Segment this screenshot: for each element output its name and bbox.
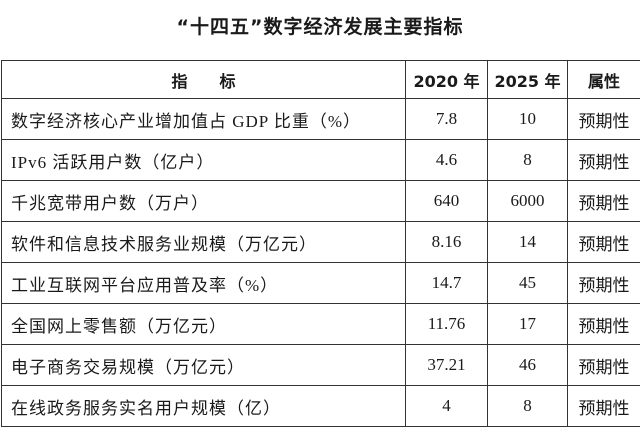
table-cell: 37.21 [405,344,488,386]
header-cell: 2020 年 [405,60,488,99]
table-cell: 预期性 [567,180,640,222]
header-row: 指 标 2020 年 2025 年属性 [1,60,640,99]
table-row: 在线政务服务实名用户规模（亿） 4 8 预期性 [1,385,640,427]
table-cell: 14.7 [405,262,488,304]
table-cell: 预期性 [567,262,640,304]
table-cell: 14 [487,221,568,263]
table-cell: 640 [405,180,488,222]
table-cell: 预期性 [567,385,640,427]
table-row: 软件和信息技术服务业规模（万亿元） 8.16 14 预期性 [1,221,640,263]
table-cell: 4.6 [405,139,488,181]
indicator-name: 千兆宽带用户数（万户） [1,180,406,222]
table-cell: 46 [487,344,568,386]
table-cell: 8.16 [405,221,488,263]
indicator-name: 软件和信息技术服务业规模（万亿元） [1,221,406,263]
table-cell: 11.76 [405,303,488,345]
table-row: 数字经济核心产业增加值占 GDP 比重（%） 7.8 10 预期性 [1,98,640,140]
indicator-name: IPv6 活跃用户数（亿户） [1,139,406,181]
table-row: 千兆宽带用户数（万户） 640 6000 预期性 [1,180,640,222]
header-cell: 2025 年 [487,60,568,99]
table-cell: 8 [487,385,568,427]
indicator-name: 工业互联网平台应用普及率（%） [1,262,406,304]
table-cell: 6000 [487,180,568,222]
table-cell: 预期性 [567,139,640,181]
table-cell: 预期性 [567,344,640,386]
title: “十四五”数字经济发展主要指标 [176,16,464,38]
table-cell: 4 [405,385,488,427]
table-cell: 预期性 [567,98,640,140]
table-cell: 预期性 [567,303,640,345]
header-cell: 属性 [567,60,640,99]
table-row: 工业互联网平台应用普及率（%） 14.7 45 预期性 [1,262,640,304]
table-cell: 预期性 [567,221,640,263]
indicator-name: 全国网上零售额（万亿元） [1,303,406,345]
table-cell: 17 [487,303,568,345]
header-cell: 指 标 [1,60,406,99]
table-row: IPv6 活跃用户数（亿户） 4.6 8 预期性 [1,139,640,181]
table-cell: 8 [487,139,568,181]
table-row: 全国网上零售额（万亿元） 11.76 17 预期性 [1,303,640,345]
table-body: 数字经济核心产业增加值占 GDP 比重（%） 7.8 10 预期性 IPv6 活跃用户数… [1,98,640,427]
indicator-table: 指 标 2020 年 2025 年属性 数字经济核心产业增加值占 GDP 比重（%）… [1,60,640,427]
indicator-name: 在线政务服务实名用户规模（亿） [1,385,406,427]
indicator-name: 电子商务交易规模（万亿元） [1,344,406,386]
table-cell: 7.8 [405,98,488,140]
table-row: 电子商务交易规模（万亿元） 37.21 46 预期性 [1,344,640,386]
table-cell: 45 [487,262,568,304]
indicator-name: 数字经济核心产业增加值占 GDP 比重（%） [1,98,406,140]
table-cell: 10 [487,98,568,140]
